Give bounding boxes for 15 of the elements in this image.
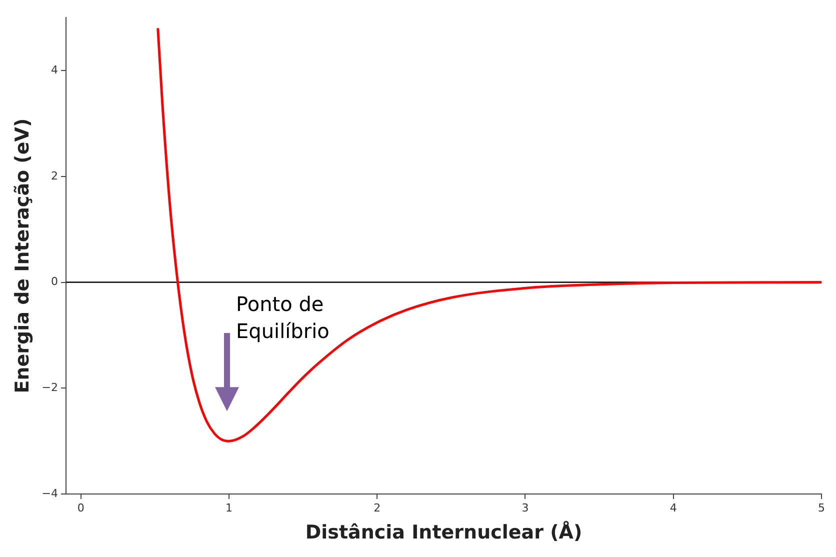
y-tick-label: 0: [51, 275, 58, 288]
y-tick-label: 2: [51, 169, 58, 182]
y-tick-label: 4: [51, 63, 58, 76]
x-tick-label: 2: [374, 501, 381, 514]
y-axis-title: Energia de Interação (eV): [11, 118, 34, 394]
y-tick-label: −4: [42, 486, 58, 500]
x-tick-label: 5: [818, 501, 825, 514]
annotation: Ponto de Equilíbrio: [236, 292, 330, 344]
x-tick-label: 3: [522, 501, 529, 514]
x-tick-label: 1: [225, 501, 232, 514]
y-tick-label: −2: [42, 380, 58, 394]
line-series: [156, 26, 822, 442]
x-axis-title: Distância Internuclear (Å): [305, 520, 582, 544]
x-tick-label: 0: [77, 501, 84, 514]
x-tick-label: 4: [670, 501, 677, 514]
